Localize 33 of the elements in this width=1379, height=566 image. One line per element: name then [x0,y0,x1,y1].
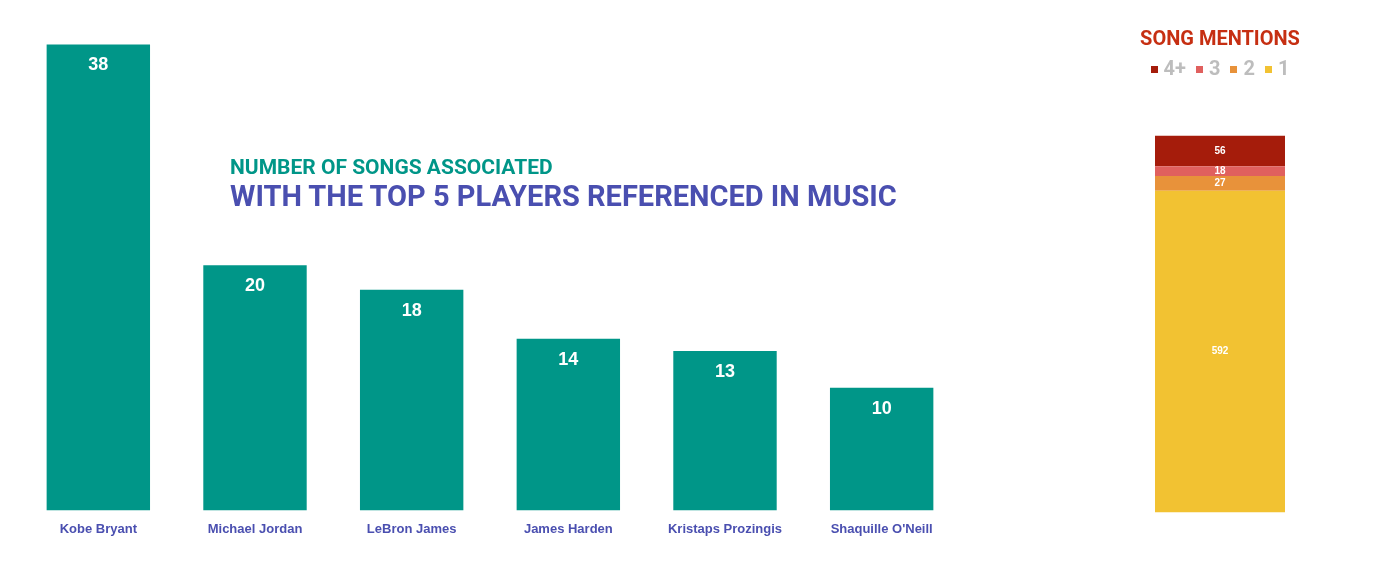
bar [673,351,777,511]
bar [203,265,307,511]
data-label: 56 [1214,144,1226,156]
chart-title: SONG MENTIONS [1139,26,1301,50]
data-label: 592 [1211,345,1229,357]
legend-label: 1 [1277,56,1290,80]
bar [829,387,934,511]
data-label: 27 [1214,177,1226,189]
x-tick-label: LeBron James [366,520,457,536]
x-tick-label: James Harden [523,520,613,536]
bar [46,44,151,511]
data-label: 18 [1214,164,1226,176]
data-label: 38 [88,54,109,75]
data-label: 14 [558,348,579,369]
bar [516,338,621,511]
legend-label: 3 [1208,56,1221,80]
legend-label: 2 [1243,56,1255,80]
text: WITH THE TOP 5 PLAYERS REFERENCED IN MUSIC [230,179,897,213]
text: NUMBER OF SONGS ASSOCIATED [230,155,554,179]
data-label: 20 [244,275,266,296]
data-label: 10 [871,397,892,418]
legend-label: 4+ [1163,56,1186,80]
bar [1155,190,1285,513]
data-label: 18 [401,299,422,320]
x-tick-label: Michael Jordan [207,520,303,536]
data-label: 13 [714,360,736,381]
x-tick-label: Shaquille O'Neill [830,520,933,536]
x-tick-label: Kobe Bryant [59,520,138,536]
bar [1155,176,1285,191]
bar [1155,166,1285,177]
bar [1155,135,1285,167]
bar [359,289,464,511]
x-tick-label: Kristaps Prozingis [667,520,783,536]
